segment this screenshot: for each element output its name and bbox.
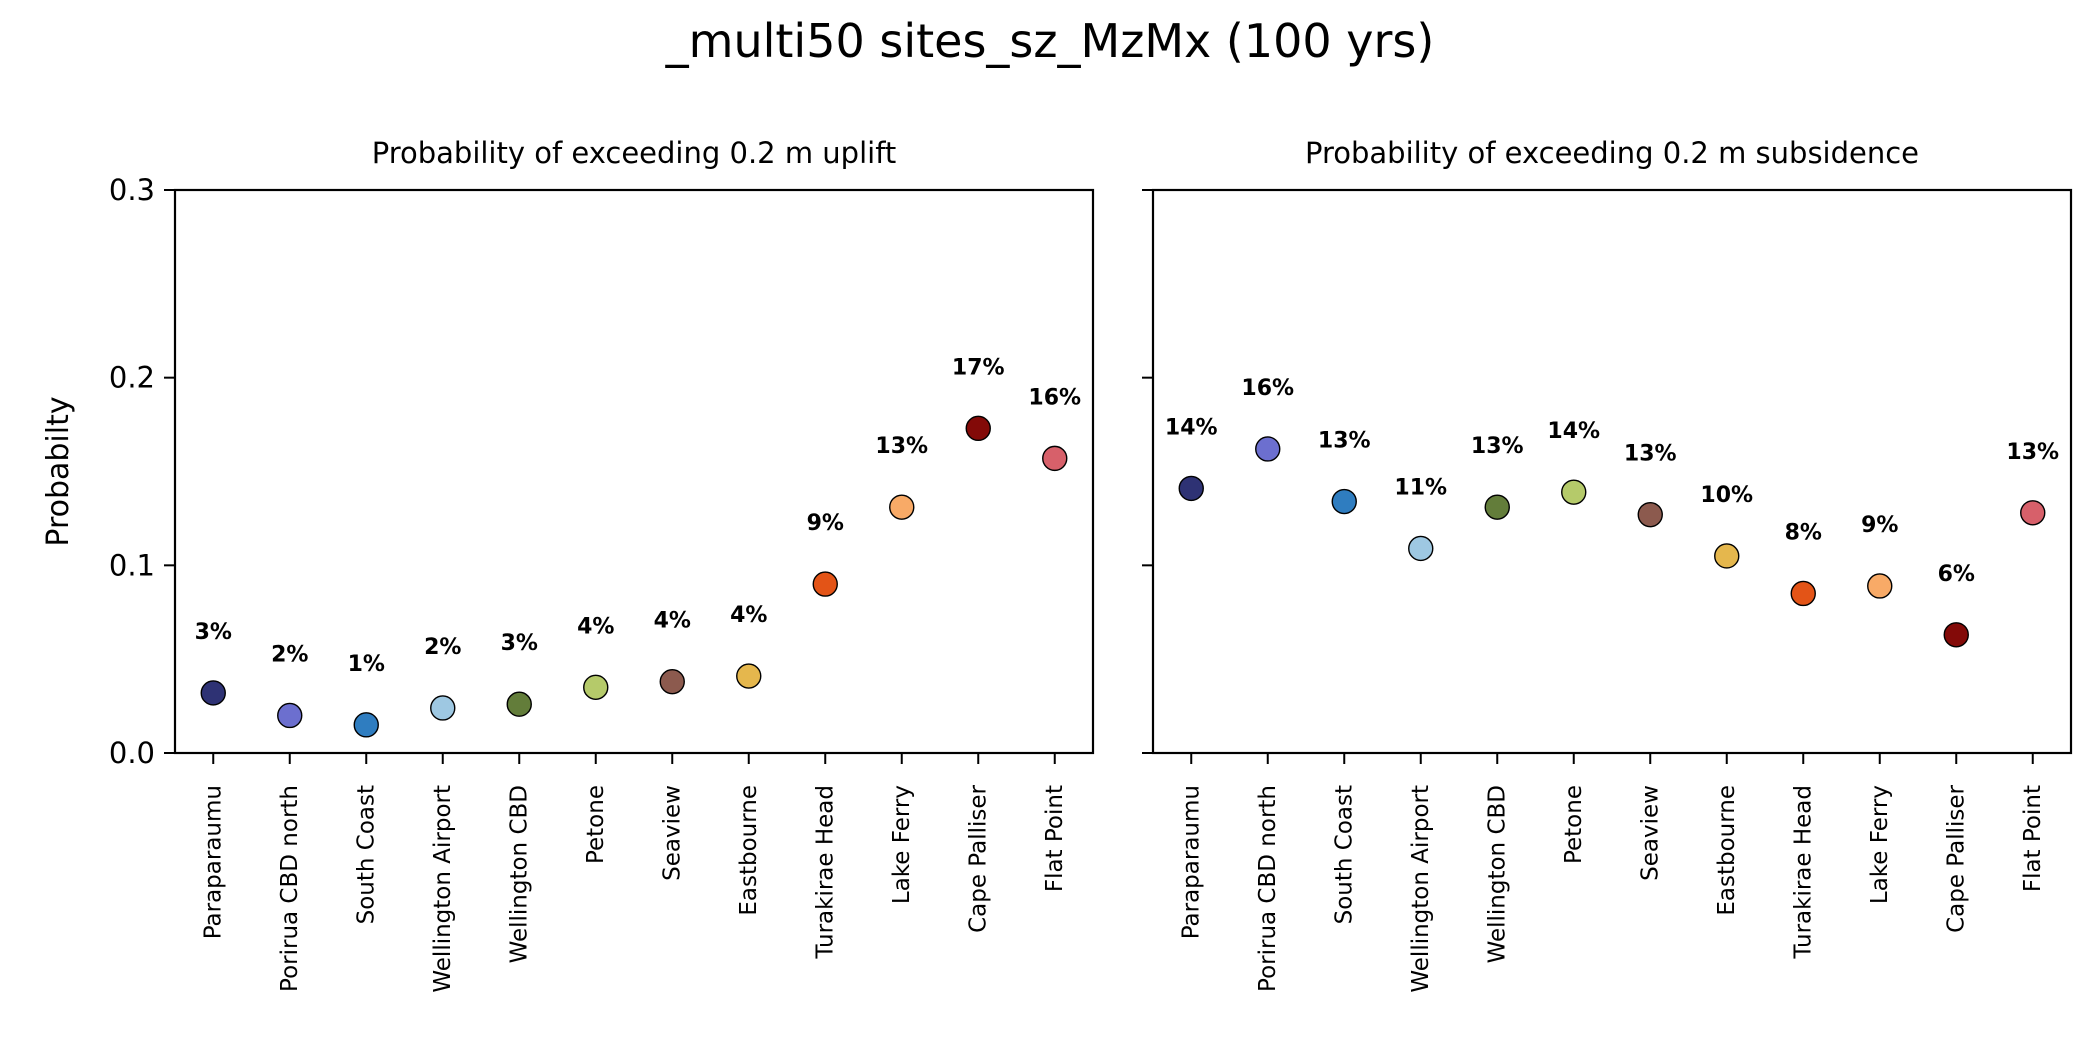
x-tick-label: Porirua CBD north [1255, 785, 1281, 992]
data-point [1255, 436, 1281, 462]
x-tick-label: Wellington Airport [1408, 785, 1434, 993]
data-point [506, 691, 532, 717]
x-tick-label: Petone [583, 785, 609, 864]
data-label: 9% [1861, 513, 1898, 538]
data-label: 4% [654, 609, 691, 634]
data-label: 2% [271, 642, 308, 667]
plot-frame [173, 188, 1095, 755]
data-point [736, 663, 762, 689]
x-tick-label: Turakirae Head [812, 785, 838, 960]
x-tick-label: Turakirae Head [1790, 785, 1816, 960]
data-point [1408, 535, 1434, 562]
data-point [1484, 494, 1510, 520]
data-point [1790, 580, 1816, 607]
data-label: 9% [807, 511, 844, 536]
x-tick-label: Porirua CBD north [277, 785, 303, 992]
panel-uplift: Probability of exceeding 0.2 m uplift 0.0… [41, 136, 1095, 993]
data-label: 14% [1165, 415, 1218, 440]
y-tick-label: 0.2 [109, 361, 155, 395]
data-label: 13% [875, 434, 928, 459]
data-point [1637, 501, 1663, 528]
data-label: 16% [1028, 385, 1081, 410]
data-label: 8% [1785, 520, 1822, 545]
data-point [353, 712, 379, 738]
x-tick-label: Flat Point [1042, 785, 1068, 892]
data-point [812, 571, 838, 597]
x-tick-label: Wellington Airport [430, 785, 456, 993]
data-point [1178, 475, 1204, 502]
data-point [1714, 543, 1740, 569]
data-point [277, 702, 303, 729]
data-label: 13% [2006, 440, 2059, 465]
data-label: 13% [1471, 434, 1524, 459]
data-label: 1% [348, 652, 385, 677]
chart-panels: Probability of exceeding 0.2 m uplift 0.0… [41, 136, 2073, 993]
panel-title: Probability of exceeding 0.2 m uplift [372, 136, 897, 170]
data-label: 16% [1241, 376, 1294, 401]
data-point [1331, 488, 1357, 515]
data-label: 14% [1547, 419, 1600, 444]
data-label: 4% [577, 614, 614, 639]
data-point [200, 680, 226, 706]
data-point [1867, 573, 1893, 599]
x-tick-label: South Coast [1331, 785, 1357, 924]
x-tick-label: Paraparaumu [200, 785, 226, 939]
data-label: 11% [1394, 475, 1447, 500]
plot-frame [1151, 188, 2073, 755]
data-label: 17% [952, 355, 1005, 380]
y-axis-label: Probabilty [41, 396, 76, 546]
y-tick-label: 0.0 [109, 736, 155, 770]
x-tick-label: Flat Point [2020, 785, 2046, 892]
data-label: 10% [1700, 483, 1753, 508]
x-tick-label: South Coast [353, 785, 379, 924]
data-point [430, 695, 456, 721]
x-tick-label: Seaview [1637, 785, 1663, 881]
data-point [1943, 622, 1969, 648]
data-point [889, 494, 915, 520]
data-label: 6% [1938, 562, 1975, 587]
data-label: 3% [195, 620, 232, 645]
data-label: 13% [1318, 429, 1371, 454]
y-tick-label: 0.1 [109, 548, 155, 582]
x-tick-label: Paraparaumu [1178, 785, 1204, 939]
x-tick-label: Cape Palliser [1943, 784, 1969, 932]
y-tick-label: 0.3 [109, 173, 155, 207]
data-label: 2% [424, 635, 461, 660]
x-tick-label: Wellington CBD [506, 785, 532, 963]
x-tick-label: Lake Ferry [889, 785, 915, 904]
x-tick-label: Lake Ferry [1867, 785, 1893, 904]
data-label: 3% [501, 631, 538, 656]
panel-title: Probability of exceeding 0.2 m subsidenc… [1305, 136, 1919, 170]
x-tick-label: Cape Palliser [965, 784, 991, 932]
data-point [659, 668, 685, 695]
data-label: 4% [730, 603, 767, 628]
data-label: 13% [1624, 442, 1677, 467]
figure-title: _multi50 sites_sz_MzMx (100 yrs) [665, 14, 1435, 68]
data-point [583, 674, 609, 701]
x-tick-label: Petone [1561, 785, 1587, 864]
data-point [965, 415, 991, 442]
data-point [2020, 500, 2046, 526]
x-tick-label: Eastbourne [1714, 785, 1740, 916]
data-point [1561, 479, 1587, 505]
x-tick-label: Wellington CBD [1484, 785, 1510, 963]
panel-subsidence: Probability of exceeding 0.2 m subsidenc… [1142, 136, 2073, 993]
data-point [1042, 445, 1068, 472]
x-tick-label: Seaview [659, 785, 685, 881]
x-tick-label: Eastbourne [736, 785, 762, 916]
